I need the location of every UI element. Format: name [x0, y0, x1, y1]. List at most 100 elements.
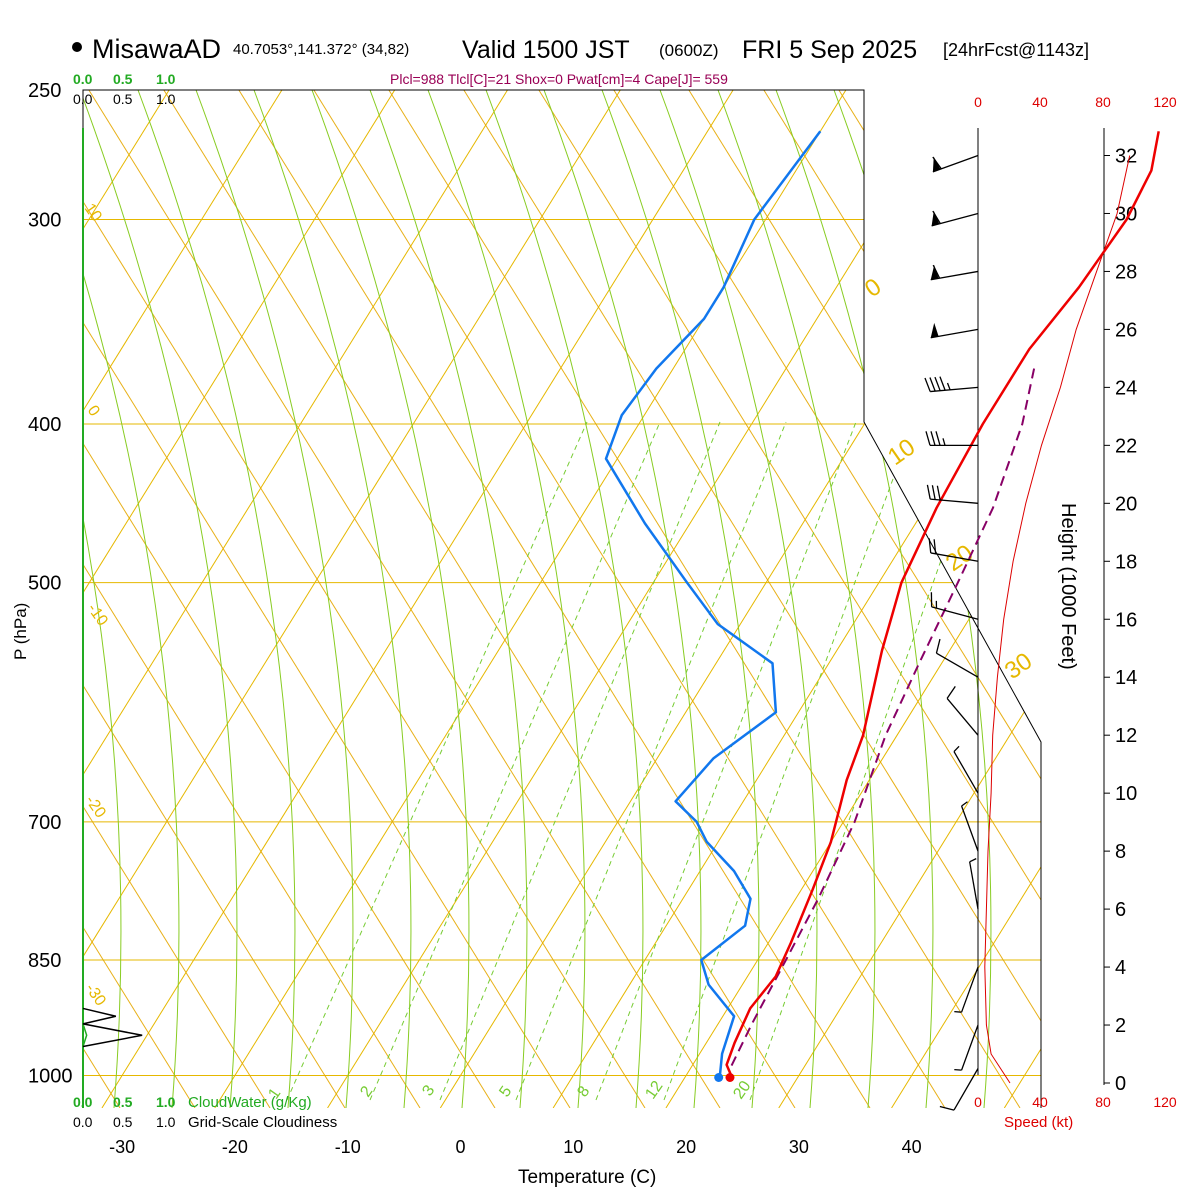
moist-adiabat-line: [659, 90, 818, 1108]
temperature-tick-label: 10: [563, 1137, 583, 1157]
temperature-tick-label: 30: [789, 1137, 809, 1157]
barb-half: [946, 382, 951, 391]
wind-barb: [928, 538, 979, 562]
barb-pennant: [930, 322, 939, 338]
height-tick-label: 2: [1115, 1015, 1126, 1037]
dry-adiabat-line: [88, 90, 721, 1108]
mixing-ratio-line: [369, 421, 661, 1101]
barb-full: [936, 485, 941, 501]
temperature-tick-label: -30: [109, 1137, 135, 1157]
station-coords: 40.7053°,141.372° (34,82): [233, 41, 409, 58]
barb-full: [926, 484, 931, 500]
speed-axis-title: Speed (kt): [1004, 1114, 1073, 1131]
valid-zulu: (0600Z): [659, 41, 719, 60]
moist-adiabat-line: [949, 90, 1041, 1108]
moist-adiabat-line: [543, 90, 702, 1108]
isotherm-line: [83, 90, 283, 1108]
dry-adiabat-line: [163, 90, 796, 1108]
moist-adiabat-line: [369, 90, 528, 1108]
isotherm-line: [83, 90, 396, 1108]
temperature-line: [725, 131, 1160, 1076]
dry-adiabat-line: [838, 90, 1041, 1108]
barb-staff: [932, 154, 979, 173]
height-tick-label: 22: [1115, 435, 1137, 457]
surface-temperature-dot: [725, 1073, 735, 1082]
barb-staff: [930, 270, 979, 281]
barb-half: [954, 1068, 962, 1071]
moist-adiabat-line: [891, 90, 1041, 1108]
temperature-tick-label: 40: [902, 1137, 922, 1157]
isotherm-label: -20: [82, 793, 109, 822]
profile-series: [82, 130, 1160, 1082]
moist-adiabat-line: [83, 90, 122, 1108]
valid-time: Valid 1500 JST: [462, 36, 630, 64]
isotherm-line: [83, 90, 621, 1108]
speed-tick-top: 80: [1095, 94, 1111, 110]
wind-barb: [946, 685, 979, 736]
dry-adiabat-line: [1139, 90, 1200, 1108]
temperature-tick-label: -20: [222, 1137, 248, 1157]
x-axis-title: Temperature (C): [518, 1167, 656, 1188]
forecast-label: [24hrFcst@1143z]: [943, 40, 1089, 60]
isotherm-line: [1003, 90, 1041, 1108]
dry-adiabat-line: [613, 90, 1041, 1108]
height-tick-label: 20: [1115, 493, 1137, 515]
dry-adiabat-line: [913, 90, 1041, 1108]
speed-tick-top: 40: [1032, 94, 1048, 110]
cloudiness-profile: [82, 1007, 143, 1048]
barb-full: [946, 685, 956, 699]
cloudiness-tick-bottom: 0.0: [73, 1114, 93, 1130]
isotherm-line: [891, 90, 1041, 1108]
pressure-tick-label: 700: [28, 812, 61, 834]
barb-half: [942, 438, 946, 446]
isotherm-line: [1117, 90, 1200, 1108]
height-tick-label: 18: [1115, 551, 1137, 573]
surface-dewpoint-dot: [714, 1073, 724, 1082]
dry-adiabat-line: [83, 90, 646, 1108]
barb-half: [953, 745, 960, 753]
wind-barb: [954, 1024, 979, 1071]
cloudwater-label: CloudWater (g/Kg): [188, 1094, 312, 1111]
dry-adiabat-line: [1064, 90, 1200, 1108]
barb-staff: [931, 606, 979, 620]
mixing-ratio-label: 5: [496, 1083, 515, 1100]
barb-pennant: [931, 210, 940, 226]
pressure-tick-label: 500: [28, 573, 61, 595]
barb-staff: [930, 498, 979, 504]
mixing-ratio-label: 12: [642, 1078, 666, 1102]
moist-adiabat-line: [311, 90, 470, 1108]
speed-line: [984, 155, 1131, 1084]
height-tick-label: 0: [1115, 1073, 1126, 1095]
barb-full: [925, 431, 931, 446]
dry-adiabat-line: [988, 90, 1041, 1108]
dry-adiabat-line: [83, 90, 571, 1108]
y-axis-title: P (hPa): [11, 603, 30, 660]
height-tick-label: 6: [1115, 899, 1126, 921]
station-dot-icon: [72, 42, 82, 52]
barb-full: [933, 539, 937, 554]
isotherm-line: [327, 90, 960, 1108]
isotherm-line: [552, 90, 1041, 1108]
dry-adiabat-line: [388, 90, 1021, 1108]
moist-adiabat-line: [601, 90, 760, 1108]
wind-barb: [932, 154, 979, 173]
mixing-ratio-line: [749, 421, 991, 1101]
dry-adiabat-line: [313, 90, 946, 1108]
moist-adiabat-line: [0, 90, 5, 1108]
barb-full: [932, 156, 942, 170]
barb-full: [929, 377, 936, 392]
isotherm-line: [83, 90, 170, 1108]
barb-staff: [931, 212, 979, 227]
station-name: MisawaAD: [92, 34, 221, 64]
pressure-tick-label: 400: [28, 414, 61, 436]
cloudwater-profile: [82, 1000, 88, 1047]
wind-barb: [930, 592, 979, 620]
cloudwater-tick-top: 0.5: [113, 71, 133, 87]
barb-staff: [953, 751, 979, 794]
height-tick-label: 8: [1115, 841, 1126, 863]
moist-adiabat-line: [485, 90, 644, 1108]
barb-staff: [936, 652, 979, 678]
cloudiness-label: Grid-Scale Cloudiness: [188, 1114, 337, 1131]
height-tick-label: 10: [1115, 783, 1137, 805]
